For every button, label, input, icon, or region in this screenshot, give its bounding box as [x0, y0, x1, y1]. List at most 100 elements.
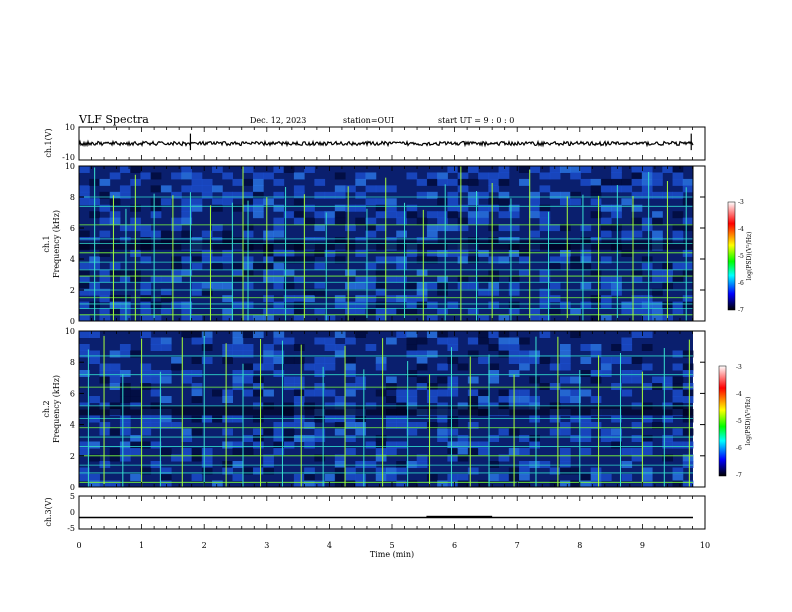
spectrogram-cell: [150, 415, 162, 423]
spectrogram-cell: [365, 308, 377, 316]
spectrogram-cell: [334, 331, 346, 338]
spectrogram-cell: [416, 256, 428, 264]
spectrogram-cell: [99, 376, 111, 384]
spectrogram-cell: [273, 224, 285, 232]
spectrogram-cell: [570, 389, 581, 397]
spectrogram-cell: [130, 166, 141, 173]
spectrogram-cell: [242, 435, 254, 442]
spectrogram-cell: [682, 428, 694, 436]
spectrogram-cell: [375, 441, 387, 449]
ch1-colorbar-label: log(PSD)(V²/Hz): [746, 232, 753, 281]
spectrogram-cell: [181, 314, 193, 322]
spectrogram-cell: [334, 474, 346, 481]
spectrogram-cell: [559, 301, 571, 309]
spectrogram-cell: [293, 211, 305, 219]
spectrogram-cell: [508, 204, 520, 212]
spectrogram-cell: [273, 256, 285, 264]
spectrogram-cell: [600, 428, 612, 436]
spectrogram-cell: [672, 474, 684, 481]
spectrogram-cell: [590, 396, 602, 403]
spectrogram-cell: [519, 461, 530, 468]
spectrogram-cell: [293, 256, 305, 264]
spectrogram-cell: [191, 357, 203, 364]
spectrogram-cell: [181, 211, 193, 219]
spectrogram-cell: [150, 337, 162, 345]
spectrogram-cell: [600, 357, 612, 364]
ch1-ytick-top: 10: [65, 123, 75, 132]
spectrogram-cell: [488, 269, 500, 277]
ytick-label: 0: [70, 317, 75, 326]
spectrogram-cell: [447, 301, 459, 309]
spectrogram-cell: [109, 376, 121, 384]
spectrogram-cell: [89, 474, 100, 481]
spectrogram-cell: [478, 191, 489, 199]
spectrogram-cell: [252, 331, 264, 338]
spectrogram-cell: [467, 282, 479, 290]
spectrogram-cell: [549, 262, 561, 270]
spectrogram-cell: [273, 441, 285, 449]
spectrogram-cell: [641, 166, 653, 173]
spectrogram-cell: [263, 198, 274, 206]
spectrogram-cell: [150, 422, 162, 429]
spectrogram-cell: [304, 389, 315, 397]
spectrogram-cell: [559, 454, 571, 462]
spectrogram-cell: [222, 344, 233, 351]
spectrogram-cell: [539, 172, 551, 180]
spectrogram-cell: [600, 275, 612, 283]
spectrogram-cell: [682, 178, 694, 186]
spectrogram-cell: [150, 389, 162, 397]
spectrogram-cell: [109, 448, 121, 455]
spectrogram-cell: [263, 461, 274, 468]
spectrogram-cell: [611, 211, 622, 219]
spectrogram-cell: [140, 331, 152, 338]
spectrogram-cell: [386, 198, 397, 206]
ytick-label: 10: [65, 327, 75, 336]
spectrogram-cell: [334, 461, 346, 468]
spectrogram-cell: [345, 383, 356, 390]
spectrogram-cell: [109, 370, 121, 377]
spectrogram-cell: [99, 178, 111, 186]
spectrogram-cell: [447, 383, 459, 390]
spectrogram-cell: [181, 198, 193, 206]
spectrogram-cell: [140, 363, 152, 371]
spectrogram-cell: [345, 282, 356, 290]
spectrogram-cell: [590, 295, 602, 303]
spectrogram-cell: [426, 249, 438, 257]
spectrogram-cell: [611, 178, 622, 186]
spectrogram-cell: [293, 308, 305, 316]
spectrogram-cell: [529, 166, 540, 173]
spectrogram-cell: [590, 314, 602, 322]
spectrogram-cell: [119, 295, 131, 303]
spectrogram-cell: [621, 198, 633, 206]
spectrogram-cell: [621, 337, 633, 345]
spectrogram-cell: [304, 363, 315, 371]
spectrogram-cell: [242, 376, 254, 384]
spectrogram-cell: [79, 350, 90, 358]
spectrogram-cell: [89, 350, 100, 358]
spectrogram-cell: [242, 389, 254, 397]
spectrogram-cell: [263, 256, 274, 264]
spectrogram-cell: [416, 269, 428, 277]
spectrogram-cell: [580, 301, 592, 309]
spectrogram-cell: [89, 331, 100, 338]
spectrogram-cell: [119, 350, 131, 358]
spectrogram-cell: [293, 415, 305, 423]
spectrogram-cell: [242, 178, 254, 186]
spectrogram-cell: [119, 428, 131, 436]
spectrogram-cell: [314, 454, 326, 462]
spectrogram-cell: [447, 211, 459, 219]
spectrogram-cell: [252, 185, 264, 193]
spectrogram-cell: [386, 211, 397, 219]
spectrogram-cell: [672, 441, 684, 449]
spectrogram-cell: [171, 191, 182, 199]
spectrogram-cell: [304, 166, 315, 173]
spectrogram-cell: [611, 275, 622, 283]
spectrogram-cell: [283, 256, 295, 264]
spectrogram-cell: [334, 415, 346, 423]
spectrogram-cell: [590, 211, 602, 219]
spectrogram-cell: [457, 178, 469, 186]
spectrogram-cell: [682, 262, 694, 270]
spectrogram-cell: [150, 230, 162, 238]
spectrogram-cell: [375, 256, 387, 264]
spectrogram-cell: [478, 211, 489, 219]
